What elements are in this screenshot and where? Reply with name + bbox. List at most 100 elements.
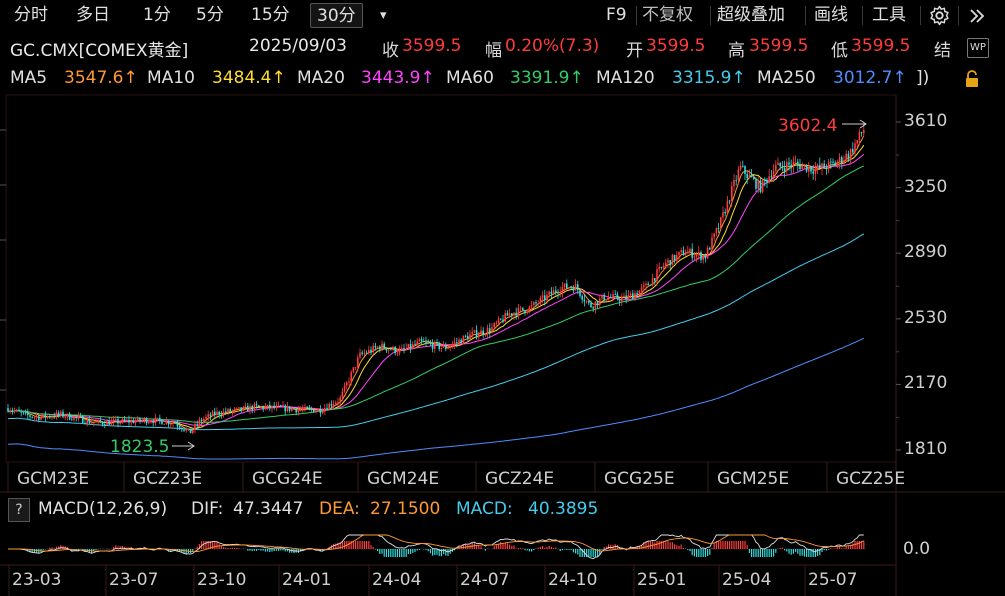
candle-body — [634, 293, 636, 299]
candle-body — [405, 348, 407, 349]
ma20-label: MA20 — [297, 68, 345, 88]
candle-body — [229, 409, 231, 412]
dif-line — [8, 534, 864, 560]
candle-body — [715, 228, 718, 234]
candle-body — [458, 339, 460, 343]
candle-body — [660, 266, 663, 268]
candle-body — [856, 139, 858, 144]
candle-body — [365, 352, 368, 354]
wp-icon[interactable]: WP — [967, 38, 989, 58]
candle-body — [227, 409, 229, 413]
candle-body — [165, 421, 168, 425]
candle-body — [313, 409, 315, 413]
candle-body — [407, 343, 410, 349]
candle-body — [262, 406, 264, 410]
low-label: 低 — [831, 41, 848, 61]
candle-body — [99, 419, 102, 423]
contract-tick-label: GCZ23E — [133, 469, 203, 489]
candle-body — [372, 345, 374, 353]
tf-1min[interactable]: 1分 — [143, 5, 171, 25]
candle-body — [16, 409, 18, 411]
candle-body — [357, 357, 359, 368]
candle-body — [132, 420, 135, 423]
candle-body — [768, 176, 770, 182]
candle-body — [319, 408, 322, 414]
tf-15min[interactable]: 15分 — [251, 5, 290, 25]
f9-button[interactable]: F9 — [606, 5, 627, 25]
ma-more-indicator[interactable]: ]) — [916, 68, 930, 88]
tf-duori[interactable]: 多日 — [76, 5, 110, 25]
candle-body — [623, 295, 625, 298]
candle-body — [550, 291, 553, 295]
candle-body — [640, 287, 643, 291]
candle-body — [341, 391, 344, 398]
candle-body — [348, 381, 350, 383]
candle-body — [225, 411, 227, 413]
candle-body — [493, 323, 495, 328]
help-button[interactable]: ? — [8, 498, 30, 522]
tf-30min[interactable]: 30分 — [310, 3, 363, 28]
dea-value: 27.1500 — [370, 499, 441, 519]
candle-body — [387, 349, 390, 351]
candle-body — [176, 423, 179, 426]
candle-body — [251, 406, 253, 411]
candle-body — [412, 344, 414, 349]
fuquan-button[interactable]: 不复权 — [642, 5, 693, 25]
candle-body — [44, 414, 47, 418]
candle-body — [306, 406, 308, 408]
candle-body — [284, 405, 286, 412]
candle-body — [737, 169, 740, 181]
candle-body — [570, 287, 572, 289]
macd-title[interactable]: MACD(12,26,9) — [38, 499, 168, 519]
draw-line-button[interactable]: 画线 — [814, 5, 848, 25]
candle-body — [568, 287, 570, 289]
min-arrow-head — [187, 441, 195, 451]
candle-body — [302, 408, 304, 410]
ma120-label: MA120 — [596, 68, 655, 88]
candle-body — [354, 367, 357, 368]
candle-body — [711, 237, 713, 250]
date-tick-label: 23-10 — [197, 570, 247, 590]
candle-body — [471, 331, 473, 335]
tf-fenshi[interactable]: 分时 — [14, 5, 48, 25]
candle-body — [731, 186, 733, 202]
candle-body — [528, 306, 531, 312]
candle-body — [497, 318, 500, 323]
price-tick-label: 2890 — [904, 242, 948, 263]
dif-label: DIF: — [191, 499, 224, 519]
candle-body — [434, 342, 436, 349]
candle-body — [462, 335, 465, 344]
candle-body — [40, 417, 42, 420]
candle-body — [231, 410, 234, 412]
candle-body — [511, 313, 513, 316]
candle-body — [759, 180, 762, 193]
candle-body — [834, 162, 836, 166]
lock-icon[interactable] — [964, 70, 980, 88]
candle-body — [464, 335, 467, 337]
candle-body — [786, 162, 788, 172]
candle-body — [847, 153, 850, 159]
high-value: 3599.5 — [749, 36, 809, 56]
candle-body — [293, 408, 295, 410]
gear-icon[interactable] — [929, 5, 950, 26]
tools-button[interactable]: 工具 — [872, 5, 906, 25]
candle-body — [836, 162, 839, 166]
candle-body — [753, 177, 755, 179]
candle-body — [649, 285, 652, 286]
candle-body — [502, 319, 504, 322]
candle-body — [33, 416, 36, 418]
candle-body — [18, 409, 20, 412]
candle-body — [814, 168, 817, 174]
candle-body — [854, 143, 856, 153]
candle-body — [513, 312, 515, 316]
candle-body — [845, 153, 847, 160]
candle-body — [469, 334, 471, 340]
super-overlay-button[interactable]: 超级叠加 — [717, 5, 785, 25]
tf-5min[interactable]: 5分 — [196, 5, 224, 25]
candle-body — [93, 422, 95, 424]
timeframe-dropdown-icon[interactable]: ▾ — [380, 8, 387, 23]
double-chevron-right-icon[interactable] — [968, 7, 986, 25]
divider — [805, 6, 806, 25]
price-tick-label: 2170 — [904, 373, 948, 394]
